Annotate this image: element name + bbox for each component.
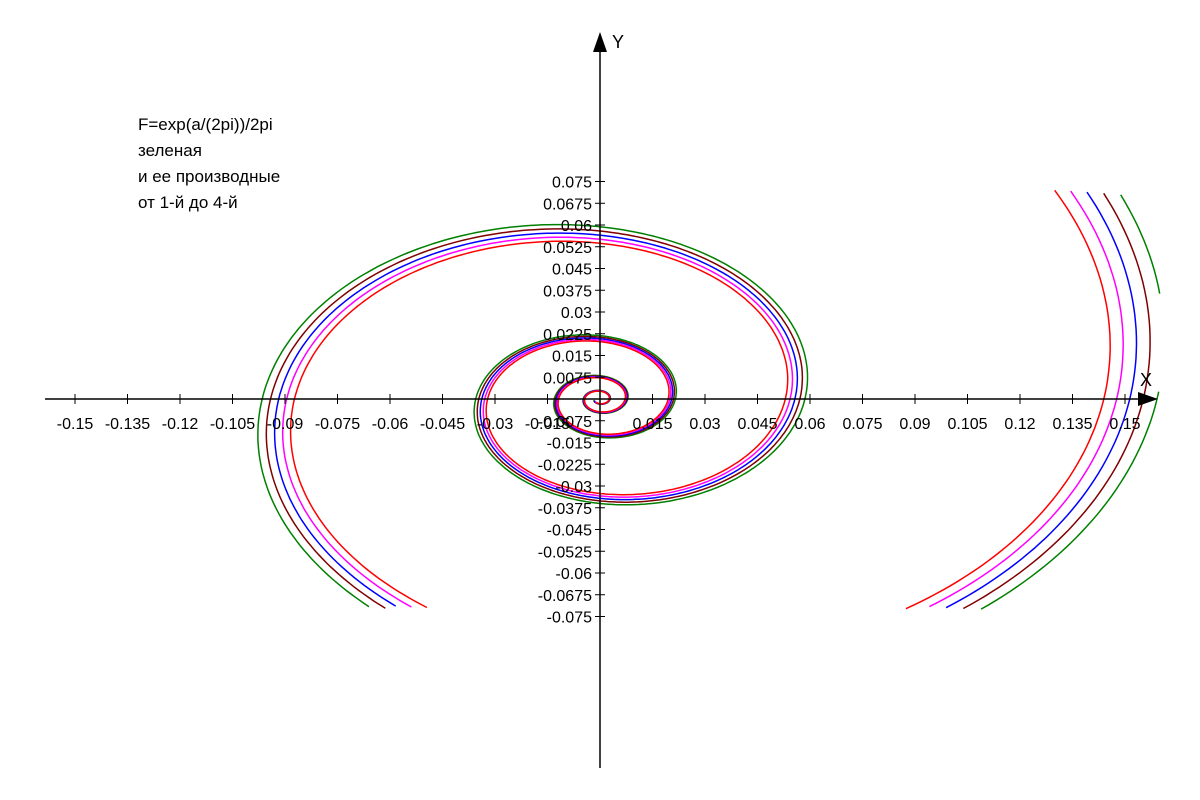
x-tick-label: 0.105	[947, 416, 987, 433]
x-tick-label: -0.12	[162, 416, 199, 433]
y-tick-label: -0.0525	[538, 544, 592, 561]
y-tick-label: -0.045	[547, 523, 592, 540]
y-tick-label: -0.06	[556, 566, 593, 583]
y-axis-label: Y	[612, 32, 624, 52]
y-tick-label: 0.075	[552, 175, 592, 192]
x-tick-label: 0.135	[1052, 416, 1092, 433]
annotation-line-color: зеленая	[138, 141, 202, 160]
y-tick-label: 0.0375	[543, 283, 592, 300]
x-tick-label: -0.045	[420, 416, 465, 433]
x-tick-label: -0.075	[315, 416, 360, 433]
y-ticks: 0.075 0.0675 0.06 0.0525 0.045 0.0375 0.03 0.02…	[538, 175, 605, 627]
x-tick-label: -0.135	[105, 416, 150, 433]
x-tick-label: 0.015	[632, 416, 672, 433]
y-axis-arrow	[593, 32, 607, 52]
annotation-line-derivatives: и ее производные	[138, 167, 281, 186]
y-tick-label: -0.03	[556, 479, 593, 496]
axes-layer: X Y	[45, 32, 1158, 768]
x-tick-label: -0.105	[210, 416, 255, 433]
y-tick-label: 0.0225	[543, 327, 592, 344]
x-tick-label: 0.12	[1004, 416, 1035, 433]
y-tick-label: -0.0225	[538, 457, 592, 474]
chart-annotation: F=exp(a/(2pi))/2pi зеленая и ее производ…	[138, 112, 280, 216]
x-tick-label: -0.03	[477, 416, 514, 433]
y-tick-label: -0.0075	[538, 414, 592, 431]
x-tick-label: -0.15	[57, 416, 94, 433]
x-axis-label: X	[1140, 370, 1152, 390]
x-tick-label: -0.09	[267, 416, 304, 433]
x-tick-label: -0.015	[525, 416, 570, 433]
x-tick-label: -0.06	[372, 416, 409, 433]
y-tick-label: 0.0675	[543, 196, 592, 213]
y-tick-label: 0.06	[561, 218, 592, 235]
y-tick-label: -0.0375	[538, 501, 592, 518]
y-tick-label: -0.015	[547, 436, 592, 453]
x-tick-label: 0.03	[689, 416, 720, 433]
x-tick-label: 0.15	[1109, 416, 1140, 433]
y-tick-label: 0.03	[561, 305, 592, 322]
y-tick-label: 0.015	[552, 349, 592, 366]
y-tick-label: -0.0675	[538, 588, 592, 605]
x-tick-label: 0.09	[899, 416, 930, 433]
x-tick-label: 0.06	[794, 416, 825, 433]
x-ticks: -0.15 -0.135 -0.12 -0.105 -0.09 -0.075 -0.06 -0…	[57, 394, 1141, 433]
annotation-line-range: от 1-й до 4-й	[138, 193, 238, 212]
x-axis-arrow	[1138, 392, 1158, 406]
y-tick-label: 0.0075	[543, 370, 592, 387]
y-tick-label: 0.0525	[543, 240, 592, 257]
x-tick-label: 0.045	[737, 416, 777, 433]
y-tick-label: -0.075	[547, 610, 592, 627]
annotation-line-formula: F=exp(a/(2pi))/2pi	[138, 115, 273, 134]
x-tick-label: 0.075	[842, 416, 882, 433]
spiral-series-line	[257, 194, 1161, 610]
y-tick-label: 0.045	[552, 262, 592, 279]
